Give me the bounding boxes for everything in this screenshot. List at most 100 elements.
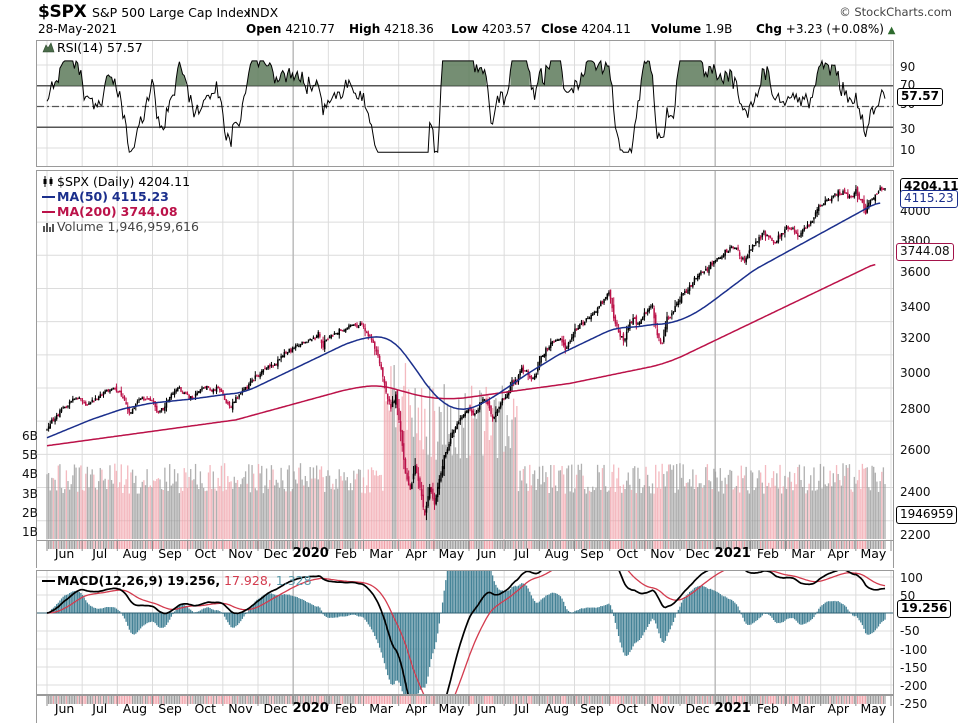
macd-tick--150: -150	[900, 661, 928, 675]
macd-plot	[37, 571, 893, 694]
x-axis-label-jun: Jun	[476, 701, 497, 716]
x-axis-label-oct: Oct	[616, 546, 639, 561]
rsi-tick-30: 30	[900, 122, 916, 136]
quote-date: 28-May-2021	[38, 22, 118, 36]
price-legend: $SPX (Daily) 4204.11 MA(50) 4115.23 MA(2…	[42, 174, 199, 234]
rsi-legend: RSI(14) 57.57	[42, 40, 143, 55]
x-axis-label-nov: Nov	[228, 546, 253, 561]
legend-ma50-value: 4115.23	[111, 189, 169, 204]
ma200-swatch-icon	[42, 211, 55, 213]
x-axis-label-aug: Aug	[122, 701, 148, 716]
macd-legend: MACD(12,26,9) 19.256, 17.928, 1.328	[42, 573, 312, 588]
x-axis-label-mar: Mar	[369, 546, 393, 561]
volume-tick-2b: 2B	[22, 506, 38, 520]
volume-bars-icon	[42, 220, 55, 232]
rsi-panel	[36, 40, 894, 167]
x-axis-label-sep: Sep	[580, 546, 604, 561]
macd-tick-50: 50	[900, 589, 916, 603]
x-axis-label-dec: Dec	[685, 701, 710, 716]
price-panel	[36, 170, 894, 540]
macd-value-flag: 19.256	[897, 600, 952, 618]
macd-legend-label: MACD(12,26,9)	[57, 573, 164, 588]
macd-hist-value: 1.328	[275, 573, 312, 588]
rsi-plot	[37, 41, 893, 166]
up-arrow-icon: ▲	[887, 25, 896, 36]
macd-x-axis: Jun Jul Aug Sep Oct Nov Dec 2020 Feb Mar Apr May Jun…	[36, 695, 894, 723]
macd-value: 19.256	[167, 573, 216, 588]
macd-tick--200: -200	[900, 679, 928, 693]
price-tick-2400: 2400	[900, 485, 931, 499]
x-axis-label-nov: Nov	[228, 701, 253, 716]
volume-tick-3b: 3B	[22, 487, 38, 501]
x-axis-label-aug: Aug	[544, 701, 570, 716]
x-axis-label-nov: Nov	[650, 546, 675, 561]
macd-tick--250: -250	[900, 697, 928, 711]
quote-low: Low 4203.57	[451, 22, 532, 36]
x-axis-label-may: May	[860, 701, 887, 716]
quote-high: High 4218.36	[349, 22, 434, 36]
macd-x-axis-ticks	[37, 696, 893, 723]
x-axis-label-dec: Dec	[263, 701, 288, 716]
x-axis-label-2020: 2020	[292, 546, 329, 561]
x-axis-label-jun: Jun	[54, 701, 75, 716]
rsi-tick-10: 10	[900, 143, 916, 157]
x-axis-label-oct: Oct	[194, 546, 217, 561]
price-tick-2600: 2600	[900, 443, 931, 457]
price-tick-3000: 3000	[900, 366, 931, 380]
rsi-legend-label: RSI(14) 57.57	[57, 40, 143, 55]
chart-header: $SPX S&P 500 Large Cap Index INDX © Stoc…	[0, 0, 958, 36]
x-axis-label-apr: Apr	[827, 701, 850, 716]
x-axis-label-may: May	[438, 701, 465, 716]
x-axis-label-apr: Apr	[405, 701, 428, 716]
x-axis-label-dec: Dec	[685, 546, 710, 561]
macd-tick--100: -100	[900, 643, 928, 657]
x-axis-label-jul: Jul	[92, 701, 108, 716]
x-axis-label-oct: Oct	[616, 701, 639, 716]
price-tick-3200: 3200	[900, 331, 931, 345]
quote-close: Close 4204.11	[541, 22, 631, 36]
symbol-exchange: INDX	[247, 5, 279, 20]
symbol-name: S&P 500 Large Cap Index	[92, 5, 251, 20]
stockcharts-logo: © StockCharts.com	[839, 5, 952, 19]
volume-flag: 1946959	[896, 506, 958, 524]
x-axis-label-nov: Nov	[650, 701, 675, 716]
price-plot	[37, 171, 893, 540]
price-tick-3400: 3400	[900, 300, 931, 314]
x-axis-label-mar: Mar	[791, 546, 815, 561]
x-axis-label-dec: Dec	[263, 546, 288, 561]
legend-price-label: $SPX (Daily)	[57, 174, 135, 189]
x-axis-label-sep: Sep	[158, 701, 182, 716]
symbol-ticker: $SPX	[38, 2, 87, 22]
legend-volume-label: Volume	[57, 219, 104, 234]
legend-row-ma50: MA(50) 4115.23	[42, 189, 199, 204]
x-axis-label-may: May	[860, 546, 887, 561]
ma200-flag: 3744.08	[896, 243, 954, 261]
x-axis-label-jul: Jul	[92, 546, 108, 561]
volume-tick-4b: 4B	[22, 467, 38, 481]
x-axis-label-mar: Mar	[369, 701, 393, 716]
volume-tick-5b: 5B	[22, 448, 38, 462]
macd-tick--50: -50	[900, 624, 920, 638]
x-axis-label-apr: Apr	[405, 546, 428, 561]
rsi-tick-90: 90	[900, 60, 916, 74]
price-tick-2800: 2800	[900, 402, 931, 416]
x-axis-label-jul: Jul	[514, 546, 530, 561]
x-axis-label-aug: Aug	[544, 546, 570, 561]
x-axis-label-may: May	[438, 546, 465, 561]
quote-open: Open 4210.77	[246, 22, 335, 36]
x-axis-label-aug: Aug	[122, 546, 148, 561]
macd-signal-value: 17.928	[224, 573, 268, 588]
ma50-flag: 4115.23	[900, 190, 958, 208]
quote-bar: 28-May-2021 Open 4210.77 High 4218.36 Lo…	[38, 22, 938, 38]
x-axis-label-2021: 2021	[714, 701, 751, 716]
x-axis-label-feb: Feb	[334, 546, 357, 561]
macd-tick-100: 100	[900, 571, 923, 585]
legend-price-value: 4204.11	[138, 174, 191, 189]
x-axis-label-sep: Sep	[158, 546, 182, 561]
x-axis-label-feb: Feb	[334, 701, 357, 716]
macd-panel	[36, 570, 894, 695]
legend-volume-value: 1,946,959,616	[107, 219, 199, 234]
volume-tick-1b: 1B	[22, 525, 38, 539]
legend-ma200-label: MA(200)	[57, 204, 117, 219]
